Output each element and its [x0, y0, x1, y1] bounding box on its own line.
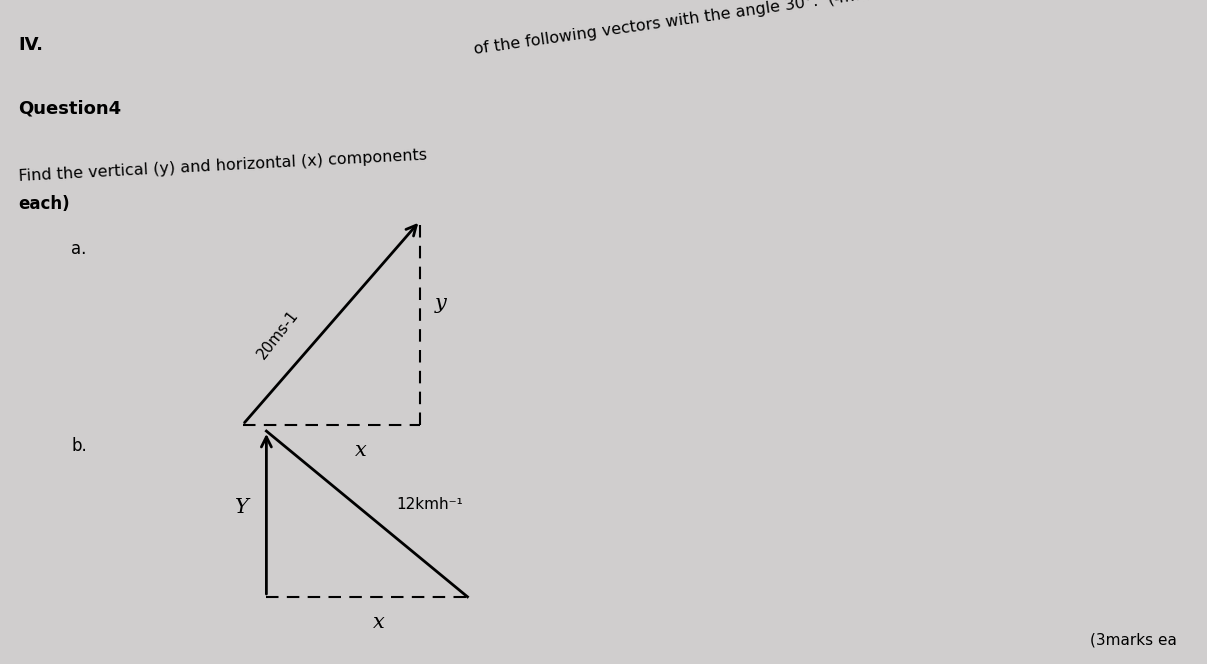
Text: each): each) [18, 195, 70, 213]
Text: Y: Y [235, 498, 249, 517]
Text: x: x [355, 441, 367, 459]
Text: x: x [373, 613, 385, 631]
Text: a.: a. [71, 240, 87, 258]
Text: Question4: Question4 [18, 100, 121, 118]
Text: IV.: IV. [18, 36, 43, 54]
Text: (3marks ea: (3marks ea [1090, 633, 1177, 648]
Text: y: y [435, 294, 447, 313]
Text: of the following vectors with the angle 30°.  (4mar: of the following vectors with the angle … [473, 0, 877, 56]
Text: 12kmh⁻¹: 12kmh⁻¹ [396, 497, 463, 512]
Text: 20ms-1: 20ms-1 [255, 307, 302, 361]
Text: Find the vertical (y) and horizontal (x) components: Find the vertical (y) and horizontal (x)… [18, 147, 427, 184]
Text: b.: b. [71, 438, 87, 456]
